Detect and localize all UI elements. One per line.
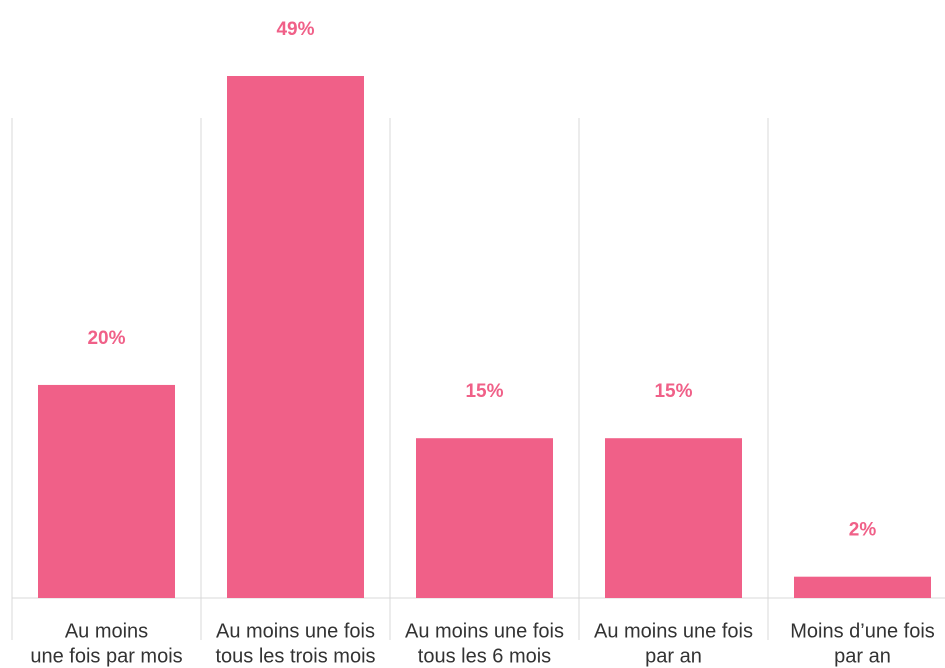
x-tick-label: Au moins (65, 620, 148, 642)
bar (605, 438, 742, 598)
bar (38, 384, 175, 598)
x-tick-label: par an (645, 645, 702, 667)
x-tick-label: tous les 6 mois (418, 645, 551, 667)
x-tick-label: Au moins une fois (216, 620, 375, 642)
bar (227, 76, 364, 598)
x-tick-label: tous les trois mois (215, 645, 375, 667)
data-label: 2% (849, 520, 877, 541)
x-tick-label: par an (834, 645, 891, 667)
bar (794, 576, 931, 598)
x-tick-label: Moins d’une fois (790, 620, 935, 642)
data-label: 15% (654, 381, 692, 402)
x-tick-label: une fois par mois (30, 645, 182, 667)
x-tick-label: Au moins une fois (594, 620, 753, 642)
data-label: 49% (276, 19, 314, 40)
x-tick-label: Au moins une fois (405, 620, 564, 642)
data-label: 15% (465, 381, 503, 402)
data-label: 20% (87, 328, 125, 349)
bar (416, 438, 553, 598)
